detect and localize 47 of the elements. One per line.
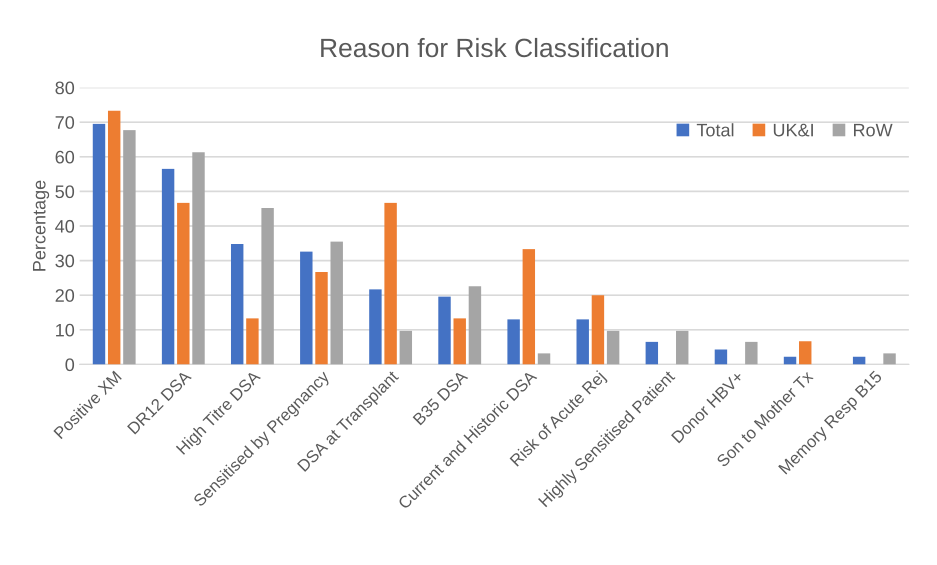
- y-tick-label: 80: [55, 82, 74, 94]
- bar: [714, 350, 728, 364]
- y-tick-label: 10: [56, 324, 74, 337]
- bar: [369, 289, 382, 364]
- bar: [177, 202, 190, 364]
- bar: [92, 124, 106, 364]
- x-tick-label: B35 DSA: [412, 370, 468, 426]
- bar: [883, 353, 896, 364]
- bar: [192, 152, 205, 364]
- bar: [453, 318, 466, 364]
- bar: [507, 319, 520, 364]
- bar: [162, 168, 174, 364]
- bar: [438, 296, 451, 364]
- bar: [468, 286, 482, 364]
- bar: [646, 342, 658, 364]
- bar: [300, 252, 313, 364]
- bar: [384, 202, 397, 364]
- legend-label: UK&I: [774, 124, 813, 136]
- y-tick-label: 30: [55, 254, 74, 268]
- y-axis-title: Percentage: [32, 180, 50, 271]
- bar: [676, 330, 688, 364]
- chart-title: Reason for Risk Classification: [321, 38, 668, 58]
- y-tick-label: 60: [56, 150, 74, 164]
- bar: [538, 353, 550, 364]
- bar: [315, 272, 328, 364]
- y-tick-label: 40: [55, 220, 74, 233]
- y-tick-label: 20: [56, 289, 74, 302]
- bar: [745, 342, 758, 364]
- bar: [108, 110, 120, 364]
- bar: [576, 319, 589, 364]
- legend-label: Total: [696, 123, 734, 136]
- bar: [784, 356, 796, 364]
- bar: [522, 249, 536, 364]
- bar: [799, 341, 812, 364]
- y-tick-label: 70: [56, 116, 74, 129]
- bar: [230, 244, 244, 364]
- bar: [852, 356, 866, 364]
- y-tick-label: 0: [65, 358, 74, 372]
- bar: [246, 318, 259, 364]
- y-tick-label: 50: [55, 185, 74, 198]
- bar: [592, 295, 604, 364]
- bar: [261, 208, 274, 364]
- bar: [400, 330, 412, 364]
- bar: [330, 242, 343, 364]
- legend-label: RoW: [854, 124, 893, 136]
- bar: [123, 130, 136, 364]
- bar: [606, 330, 620, 364]
